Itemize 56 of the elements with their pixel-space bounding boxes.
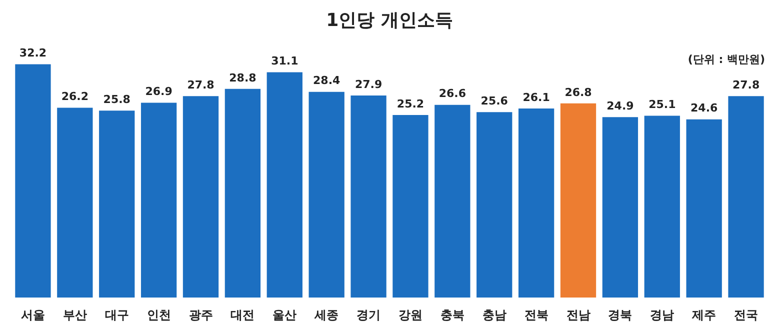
- x-tick-label: 대구: [104, 308, 129, 322]
- bar: [224, 88, 261, 298]
- annotation: (단위 : 백만원): [688, 52, 765, 67]
- bar: [392, 115, 428, 298]
- x-tick-label: 인천: [146, 308, 171, 322]
- x-tick-label: 전북: [524, 308, 548, 322]
- x-tick-label: 광주: [188, 308, 213, 322]
- x-tick-label: 경남: [650, 308, 674, 322]
- bar: [476, 112, 512, 298]
- x-tick-label: 경기: [356, 308, 381, 322]
- bar: [728, 96, 764, 298]
- x-tick-label: 세종: [314, 308, 339, 322]
- x-tick-label: 부산: [62, 308, 87, 322]
- x-tick-label: 대전: [230, 308, 255, 322]
- x-tick-label: 강원: [398, 308, 422, 322]
- x-tick-label: 전국: [734, 308, 758, 322]
- bar: [350, 95, 386, 298]
- bar: [686, 119, 722, 298]
- bar: [266, 72, 302, 298]
- bar: [644, 116, 680, 298]
- bar: [182, 96, 219, 298]
- data-label: 27.8: [187, 78, 214, 92]
- data-label: 27.9: [354, 78, 382, 91]
- x-tick-label: 울산: [272, 308, 297, 322]
- x-tick-label: 서울: [20, 308, 45, 322]
- bar: [57, 108, 93, 298]
- data-label: 25.6: [480, 94, 508, 108]
- data-label: 24.6: [690, 102, 718, 115]
- bar: [434, 104, 470, 298]
- x-tick-label: 전남: [566, 308, 590, 322]
- data-label: 26.9: [145, 85, 172, 98]
- x-tick-label: 충북: [440, 308, 464, 322]
- data-label: 24.9: [606, 100, 634, 113]
- bar: [15, 64, 51, 298]
- data-label: 28.4: [313, 74, 340, 88]
- data-label: 26.1: [522, 90, 550, 104]
- bar: [518, 108, 554, 298]
- data-label: 26.2: [61, 90, 88, 104]
- data-label: 27.8: [732, 78, 760, 92]
- x-tick-label: 충남: [482, 308, 506, 322]
- data-label: 25.2: [396, 97, 424, 110]
- data-label: 28.8: [229, 71, 256, 84]
- bar: [140, 102, 177, 298]
- data-label: 26.8: [564, 86, 592, 99]
- bar: [308, 92, 344, 298]
- bar: [602, 117, 638, 298]
- x-tick-label: 제주: [691, 308, 716, 322]
- data-label: 25.8: [103, 93, 130, 106]
- data-label: 25.1: [648, 98, 676, 112]
- bar: [560, 103, 596, 298]
- x-tick-label: 경북: [608, 308, 632, 322]
- bar: [99, 110, 135, 298]
- data-label: 26.6: [438, 87, 466, 100]
- data-label: 31.1: [271, 54, 298, 68]
- data-label: 32.2: [19, 46, 47, 60]
- chart-title: 1인당 개인소득: [325, 9, 454, 33]
